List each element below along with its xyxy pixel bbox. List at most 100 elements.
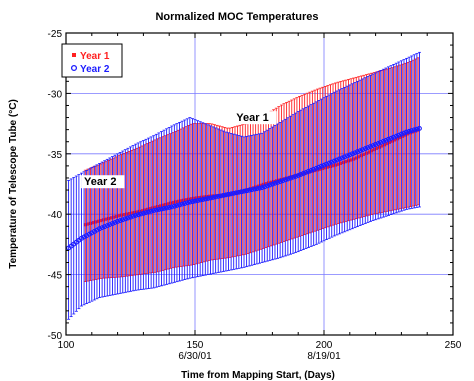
- legend-marker-year-2: [70, 64, 78, 72]
- data-point: [205, 196, 211, 201]
- data-point: [259, 185, 265, 191]
- data-point: [393, 138, 397, 142]
- data-point: [114, 214, 118, 219]
- data-point: [127, 211, 131, 216]
- data-point: [324, 161, 330, 167]
- data-point: [158, 204, 162, 208]
- annotation-label: Year 1: [236, 112, 268, 124]
- data-point: [220, 192, 226, 198]
- data-point: [112, 220, 118, 225]
- data-point: [380, 144, 384, 148]
- data-point: [337, 156, 342, 162]
- legend-box: [61, 43, 123, 78]
- data-point: [218, 193, 224, 199]
- annotation-background: [81, 175, 125, 189]
- data-point: [197, 196, 201, 200]
- data-point: [383, 143, 387, 147]
- data-point: [138, 211, 144, 217]
- data-point: [125, 215, 131, 221]
- data-point: [251, 186, 257, 192]
- data-point: [181, 198, 185, 202]
- data-point: [357, 155, 361, 159]
- data-point: [104, 223, 110, 229]
- x-tick-label: 200: [316, 340, 333, 351]
- data-point: [359, 154, 364, 158]
- data-point: [117, 214, 121, 218]
- data-point: [236, 189, 242, 195]
- data-point: [135, 212, 141, 218]
- data-point: [199, 195, 204, 199]
- data-point: [148, 207, 152, 211]
- data-point: [257, 185, 262, 191]
- x-tick-label: 150: [187, 340, 204, 351]
- data-point: [411, 127, 417, 133]
- data-point: [349, 158, 353, 162]
- data-point: [342, 154, 348, 160]
- data-point: [339, 161, 343, 165]
- data-point: [179, 199, 183, 203]
- data-point: [318, 163, 324, 169]
- data-point: [277, 179, 283, 185]
- data-point: [192, 198, 198, 204]
- data-point: [321, 162, 327, 168]
- data-point: [101, 218, 106, 222]
- legend-label-year-1: Year 1: [80, 51, 110, 62]
- data-point: [148, 208, 154, 214]
- data-point: [244, 188, 250, 194]
- data-point: [388, 140, 392, 144]
- annotations: Year 1 Year 2: [81, 111, 277, 189]
- series-2: [66, 51, 422, 320]
- data-point: [313, 165, 319, 171]
- data-point: [293, 173, 299, 179]
- legend-marker-year-1: [72, 53, 76, 57]
- data-point: [396, 132, 402, 138]
- data-point: [323, 166, 327, 170]
- date-tick-label: 6/30/01: [178, 351, 212, 362]
- legend-label-year-2: Year 2: [80, 64, 110, 75]
- y-tick-label: -25: [48, 29, 63, 40]
- data-point: [360, 147, 366, 153]
- data-point: [189, 199, 195, 205]
- data-point: [155, 205, 160, 209]
- data-point: [135, 210, 139, 214]
- data-point: [336, 162, 340, 166]
- data-point: [264, 183, 270, 189]
- data-point: [189, 197, 193, 201]
- data-point: [137, 209, 142, 214]
- data-point: [409, 128, 415, 134]
- data-point: [326, 160, 332, 166]
- data-point: [179, 201, 185, 207]
- y-tick-label: -50: [48, 331, 63, 342]
- data-point: [390, 139, 394, 143]
- data-point: [122, 213, 126, 217]
- data-point: [280, 178, 286, 184]
- y-tick-label: -35: [48, 150, 63, 161]
- data-point: [163, 202, 167, 207]
- data-point: [417, 125, 422, 131]
- data-point: [130, 213, 136, 219]
- data-point: [269, 181, 275, 187]
- data-point: [104, 217, 108, 221]
- data-point: [401, 130, 407, 136]
- data-point: [261, 182, 265, 187]
- data-point: [346, 159, 351, 163]
- data-point: [331, 158, 337, 164]
- data-point: [238, 189, 244, 195]
- data-point: [86, 222, 90, 226]
- data-point: [182, 201, 188, 206]
- data-point: [184, 198, 188, 202]
- data-point: [367, 144, 373, 150]
- data-point: [120, 217, 126, 223]
- data-point: [109, 221, 115, 226]
- data-point: [166, 202, 170, 206]
- data-point: [288, 175, 293, 181]
- data-point: [414, 126, 420, 132]
- data-point: [328, 164, 333, 168]
- data-point: [383, 137, 389, 143]
- data-point: [355, 149, 360, 155]
- data-point: [150, 206, 155, 210]
- data-point: [151, 208, 157, 214]
- data-point: [161, 206, 167, 211]
- annotation-label: Year 2: [84, 176, 116, 188]
- data-point: [171, 203, 177, 209]
